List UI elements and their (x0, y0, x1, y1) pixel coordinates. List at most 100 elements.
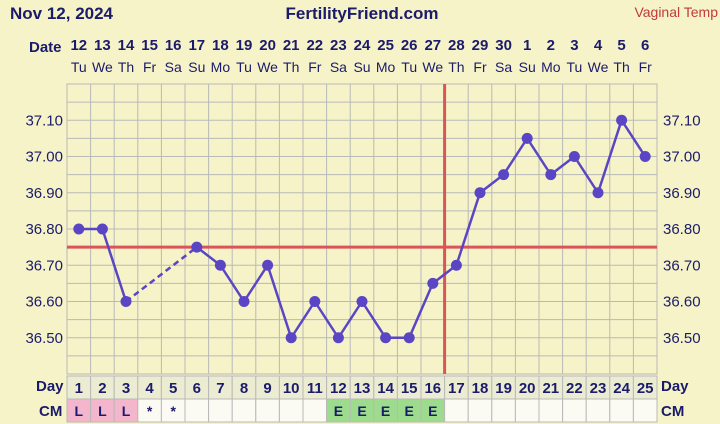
temp-point (309, 296, 321, 307)
temp-segment (408, 282, 434, 339)
date-number: 15 (141, 37, 158, 54)
day-number: 21 (542, 380, 559, 397)
temp-point (592, 187, 604, 199)
date-number: 20 (259, 37, 276, 54)
temp-point (191, 241, 203, 253)
temp-point (380, 332, 392, 344)
day-number: 5 (169, 380, 177, 397)
day-number: 16 (424, 380, 441, 397)
cm-row-label-left: CM (39, 403, 62, 420)
temp-segment (313, 300, 340, 339)
temp-point (214, 259, 226, 271)
day-number: 12 (330, 380, 347, 397)
date-number: 2 (547, 37, 555, 54)
y-tick-label-left: 36.80 (25, 221, 63, 238)
day-number: 3 (122, 380, 130, 397)
temp-point (545, 169, 557, 181)
temp-point (120, 296, 132, 307)
day-number: 25 (637, 380, 654, 397)
cm-cell (444, 398, 469, 423)
y-tick-label-left: 36.70 (25, 257, 63, 274)
date-number: 21 (283, 37, 300, 54)
temp-point (332, 332, 344, 344)
y-tick-label-left: 36.50 (25, 330, 63, 347)
cm-cell (184, 398, 210, 423)
date-weekday: We (588, 59, 609, 75)
cm-label: L (122, 403, 131, 419)
date-number: 16 (165, 37, 182, 54)
date-number: 26 (401, 37, 418, 54)
temp-method: Vaginal Temp (634, 4, 718, 20)
temp-segment (596, 119, 623, 194)
cm-label: L (75, 403, 84, 419)
cm-label: L (98, 403, 107, 419)
cm-label: E (405, 403, 414, 419)
temp-segment (526, 137, 552, 176)
date-weekday: Tu (566, 59, 582, 75)
temp-point (96, 223, 108, 235)
y-tick-label-right: 36.80 (663, 221, 701, 238)
cm-cell (467, 398, 493, 423)
date-number: 6 (641, 37, 649, 54)
day-number: 10 (283, 380, 300, 397)
day-number: 11 (307, 380, 323, 397)
temp-segment (266, 264, 293, 339)
y-tick-label-right: 36.70 (663, 257, 701, 274)
cm-cell (231, 398, 257, 423)
y-tick-label-left: 36.60 (25, 294, 63, 311)
day-number: 23 (590, 380, 607, 397)
date-number: 30 (495, 37, 512, 54)
date-number: 17 (188, 37, 205, 54)
date-weekday: We (257, 59, 278, 75)
date-number: 3 (570, 37, 578, 54)
temp-segment (573, 155, 600, 194)
cm-cell (514, 398, 540, 423)
date-number: 19 (236, 37, 253, 54)
day-number: 19 (495, 380, 512, 397)
temp-segment (219, 264, 246, 303)
temp-segment (242, 264, 269, 303)
temp-segment (290, 300, 316, 339)
y-tick-label-right: 36.60 (663, 294, 701, 311)
temp-point (521, 132, 533, 144)
chart-date: Nov 12, 2024 (10, 4, 114, 23)
cm-label: * (170, 403, 176, 419)
cm-cell (585, 398, 611, 423)
date-row-label: Date (29, 39, 62, 56)
day-number: 20 (519, 380, 536, 397)
date-weekday: Fr (143, 59, 157, 75)
y-tick-label-right: 37.00 (663, 149, 701, 166)
day-number: 4 (145, 380, 154, 397)
y-tick-label-left: 37.00 (25, 149, 63, 166)
date-number: 28 (448, 37, 465, 54)
y-tick-label-right: 37.10 (663, 112, 701, 129)
day-number: 6 (193, 380, 201, 397)
day-number: 13 (354, 380, 371, 397)
day-number: 7 (216, 380, 224, 397)
temp-point (498, 169, 510, 181)
date-weekday: Th (613, 59, 629, 75)
date-weekday: Th (118, 59, 134, 75)
cm-cell (538, 398, 564, 423)
day-number: 18 (472, 380, 489, 397)
temp-point (639, 151, 651, 162)
temp-point (427, 277, 439, 289)
site-title[interactable]: FertilityFriend.com (285, 4, 438, 23)
date-number: 22 (306, 37, 323, 54)
date-weekday: Fr (473, 59, 487, 75)
cm-cell (562, 398, 587, 423)
cm-label: * (147, 403, 153, 419)
cm-label: E (428, 403, 437, 419)
cm-cell (491, 398, 516, 423)
cm-cell (632, 398, 658, 423)
temp-point (262, 259, 274, 271)
date-number: 13 (94, 37, 111, 54)
temp-segment (101, 228, 128, 302)
date-weekday: Fr (308, 59, 322, 75)
cm-row-label-right: CM (661, 403, 684, 420)
temp-point (616, 114, 628, 126)
date-number: 25 (377, 37, 394, 54)
temp-point (73, 223, 85, 235)
day-number: 14 (377, 380, 394, 397)
date-weekday: Mo (211, 59, 231, 75)
